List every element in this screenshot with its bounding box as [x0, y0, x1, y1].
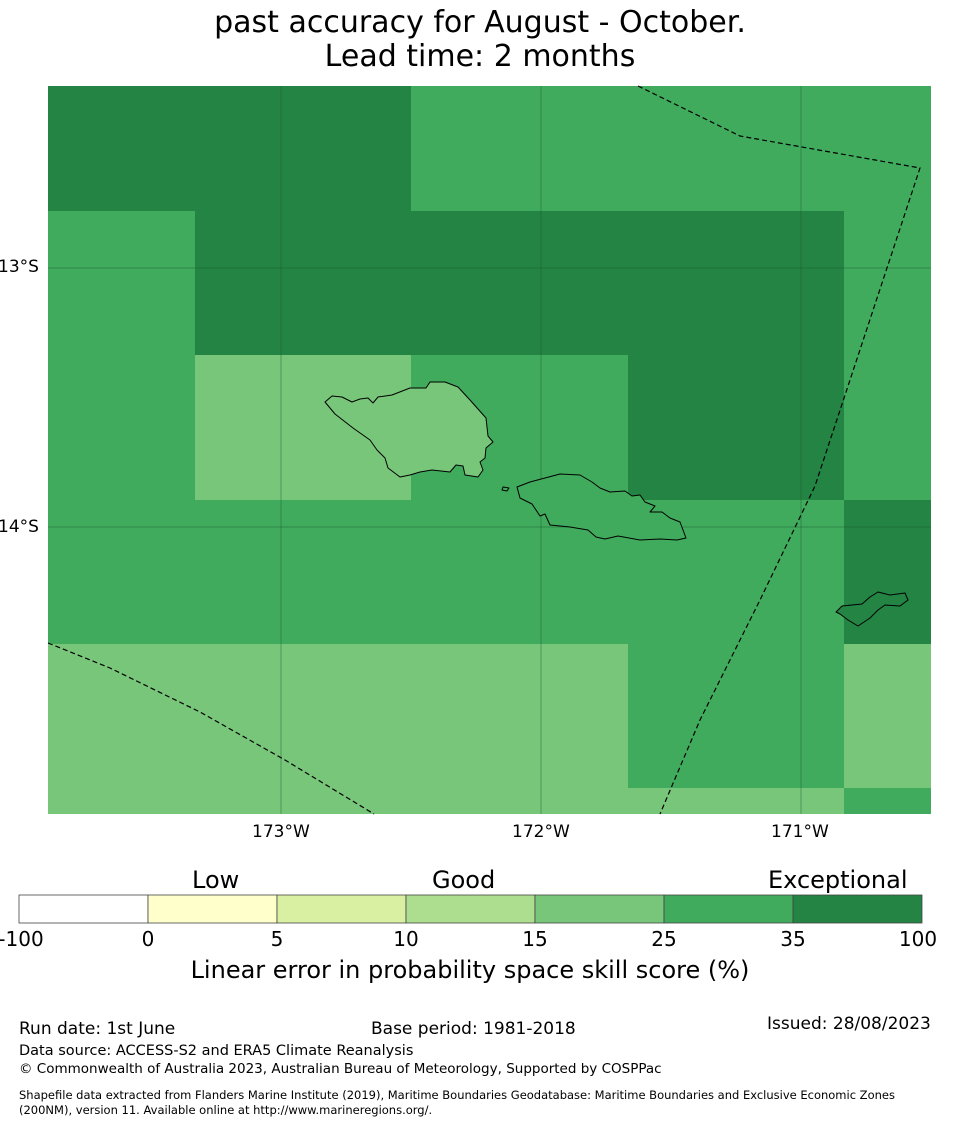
- colorbar-category-low: Low: [192, 866, 240, 894]
- grid-cell: [48, 86, 411, 211]
- grid-cell: [48, 211, 195, 355]
- colorbar-tick-label: 15: [522, 927, 548, 951]
- colorbar-tick-label: 5: [270, 927, 284, 951]
- colorbar-tick-label: 35: [780, 927, 806, 951]
- skill-grid: [48, 86, 931, 814]
- colorbar-swatch: [405, 894, 536, 924]
- grid-cell: [628, 355, 844, 500]
- colorbar-tick-label: 100: [898, 927, 938, 951]
- lon-tick-label: 171°W: [771, 822, 829, 842]
- colorbar-category-exceptional: Exceptional: [768, 866, 908, 894]
- manono-islet: [501, 486, 510, 492]
- colorbar-swatch: [18, 894, 149, 924]
- data-source: Data source: ACCESS-S2 and ERA5 Climate …: [19, 1043, 414, 1059]
- lat-tick-label: 14°S: [0, 517, 39, 537]
- eez-boundaries: [47, 85, 921, 815]
- map-title-line-1: past accuracy for August - October.: [214, 5, 746, 40]
- copyright: © Commonwealth of Australia 2023, Austra…: [19, 1061, 662, 1077]
- colorbar: [18, 894, 923, 924]
- grid-cell: [48, 355, 195, 500]
- grid-cell: [844, 788, 931, 814]
- colorbar-tick-label: 10: [393, 927, 419, 951]
- shapefile-credit-line-2: (200NM), version 11. Available online at…: [19, 1103, 433, 1117]
- run-date: Run date: 1st June: [19, 1019, 176, 1039]
- grid-cell: [195, 211, 844, 355]
- grid-cell: [844, 355, 931, 500]
- grid-cell: [628, 788, 844, 814]
- colorbar-label: Linear error in probability space skill …: [190, 956, 750, 984]
- grid-cell: [844, 644, 931, 788]
- grid-cell: [844, 211, 931, 355]
- upolu-island: [516, 473, 687, 541]
- colorbar-tick-label: 25: [651, 927, 677, 951]
- graticule: [48, 86, 931, 814]
- colorbar-swatch: [663, 894, 794, 924]
- colorbar-swatch: [147, 894, 278, 924]
- lon-tick-label: 172°W: [512, 822, 570, 842]
- grid-cell: [628, 644, 844, 788]
- tutuila-island: [835, 591, 909, 627]
- colorbar-category-good: Good: [432, 866, 496, 894]
- map-title-line-2: Lead time: 2 months: [324, 39, 636, 74]
- issued-date: Issued: 28/08/2023: [767, 1014, 931, 1034]
- base-period: Base period: 1981-2018: [371, 1019, 576, 1039]
- grid-cell: [48, 500, 844, 644]
- shapefile-credit-line-1: Shapefile data extracted from Flanders M…: [19, 1088, 895, 1102]
- lon-tick-label: 173°W: [252, 822, 310, 842]
- grid-cell: [48, 644, 628, 814]
- colorbar-swatch: [276, 894, 407, 924]
- lat-tick-label: 13°S: [0, 257, 39, 277]
- island-outlines: [324, 381, 909, 627]
- colorbar-swatch: [534, 894, 665, 924]
- colorbar-swatch: [792, 894, 923, 924]
- colorbar-tick-label: -100: [0, 927, 44, 951]
- grid-cell: [411, 86, 931, 211]
- savaii-island: [324, 381, 494, 478]
- colorbar-tick-label: 0: [141, 927, 155, 951]
